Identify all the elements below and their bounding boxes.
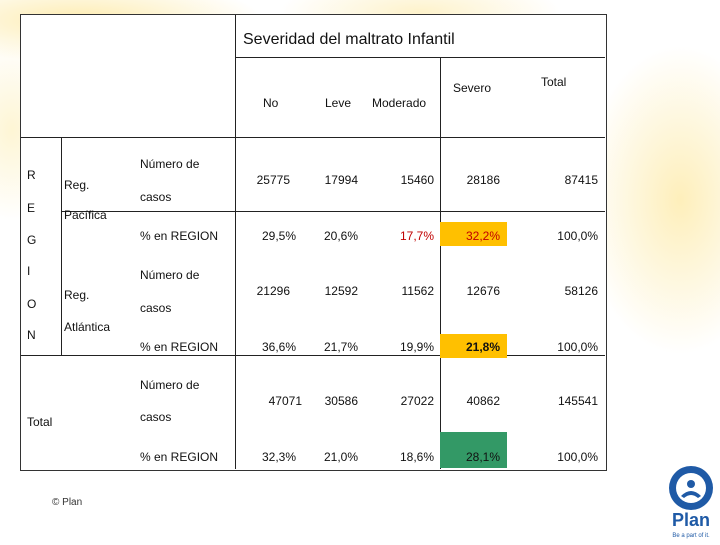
title-divider <box>235 57 605 58</box>
count-label-line2: casos <box>140 190 172 204</box>
cell-pct-total: 100,0% <box>557 340 598 354</box>
region-total-divider <box>21 355 605 356</box>
region-letter: I <box>27 264 31 278</box>
cell-pct-leve: 21,7% <box>323 340 358 354</box>
cell-count-moderado: 15460 <box>400 173 434 187</box>
cell-count-leve: 30586 <box>324 394 358 408</box>
cell-count-total: 58126 <box>564 284 598 298</box>
header-bottom-line <box>21 137 605 138</box>
cell-count-leve: 17994 <box>324 173 358 187</box>
pct-label: % en REGION <box>140 340 219 354</box>
count-label-line2: casos <box>140 410 172 424</box>
cell-pct-moderado: 18,6% <box>399 450 434 464</box>
region-letter: O <box>27 297 37 311</box>
plan-logo-tagline: Be a part of it. <box>672 533 710 539</box>
cell-pct-leve: 20,6% <box>323 229 358 243</box>
count-label-line2: casos <box>140 301 172 315</box>
moderado-severo-divider <box>440 57 441 469</box>
cell-pct-moderado: 17,7% <box>399 229 434 243</box>
header-vertical-divider <box>235 15 236 469</box>
region-name-line1: Reg. <box>64 288 90 302</box>
cell-pct-no: 32,3% <box>261 450 296 464</box>
cell-pct-severo: 32,2% <box>465 229 500 243</box>
cell-pct-total: 100,0% <box>557 450 598 464</box>
cell-pct-severo: 28,1% <box>465 450 500 464</box>
cell-count-moderado: 11562 <box>401 284 434 298</box>
pct-label: % en REGION <box>140 229 219 243</box>
cell-pct-severo: 21,8% <box>465 340 500 354</box>
region-letter: G <box>27 233 37 247</box>
region-name-line2: Pacífica <box>64 208 107 222</box>
cell-count-severo: 40862 <box>466 394 500 408</box>
cell-pct-total: 100,0% <box>557 229 598 243</box>
plan-logo-wordmark: Plan <box>672 510 710 530</box>
plan-logo-icon: Plan Be a part of it. <box>669 466 713 539</box>
cell-count-no: 25775 <box>256 173 290 187</box>
region-letter: N <box>27 328 36 342</box>
cell-count-no: 47071 <box>268 394 302 408</box>
region-letter: E <box>27 201 36 215</box>
region-letter: R <box>27 168 36 182</box>
cell-pct-moderado: 19,9% <box>399 340 434 354</box>
cell-count-severo: 12676 <box>466 284 500 298</box>
count-label-line1: Número de <box>140 268 200 282</box>
cell-count-severo: 28186 <box>466 173 500 187</box>
cell-count-moderado: 27022 <box>400 394 434 408</box>
count-label-line1: Número de <box>140 378 200 392</box>
col-header-leve: Leve <box>325 96 352 110</box>
pct-label: % en REGION <box>140 450 219 464</box>
copyright-footer: © Plan <box>52 497 83 508</box>
total-row-label: Total <box>27 415 53 429</box>
cell-count-leve: 12592 <box>324 284 358 298</box>
col-header-no: No <box>263 96 279 110</box>
col-header-total: Total <box>541 75 567 89</box>
severity-table <box>20 14 607 471</box>
cell-pct-leve: 21,0% <box>323 450 358 464</box>
highlight-total-severo <box>440 432 507 468</box>
cell-pct-no: 36,6% <box>261 340 296 354</box>
region-name-line2: Atlántica <box>64 320 111 334</box>
highlight-pacifica-severo <box>440 222 507 246</box>
region-split-line <box>61 211 605 212</box>
col-header-moderado: Moderado <box>372 96 427 110</box>
table-title: Severidad del maltrato Infantil <box>243 31 455 48</box>
cell-count-total: 87415 <box>564 173 598 187</box>
col-header-severo: Severo <box>453 81 492 95</box>
cell-count-no: 21296 <box>256 284 290 298</box>
region-name-divider <box>61 138 62 355</box>
cell-count-total: 145541 <box>557 394 598 408</box>
highlight-atlantica-severo <box>440 334 507 358</box>
cell-pct-no: 29,5% <box>261 229 296 243</box>
plan-logo: Plan Be a part of it. <box>662 464 720 540</box>
count-label-line1: Número de <box>140 157 200 171</box>
region-name-line1: Reg. <box>64 178 90 192</box>
